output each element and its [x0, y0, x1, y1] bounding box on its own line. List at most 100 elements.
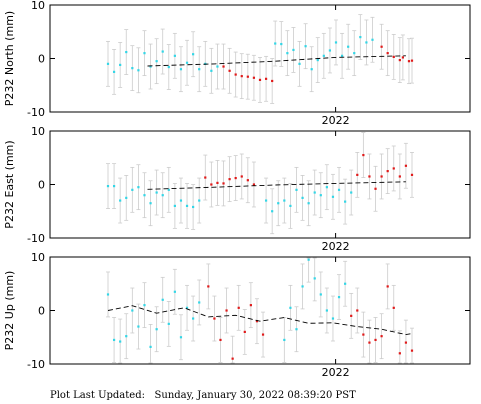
data-point-cyan [106, 185, 110, 188]
data-point-red [219, 338, 222, 342]
data-point-cyan [313, 277, 316, 280]
data-point-red [398, 175, 401, 178]
data-point-cyan [304, 45, 307, 48]
data-point-cyan [295, 328, 298, 331]
trend-line [147, 181, 406, 190]
data-point-red [386, 170, 389, 173]
data-point-red [234, 73, 237, 76]
data-point-red [392, 167, 395, 170]
y-tick-label: 10 [31, 251, 45, 264]
data-point-red [204, 176, 207, 179]
data-point-cyan [344, 200, 347, 203]
data-point-cyan [274, 42, 277, 45]
data-point-red [258, 78, 262, 81]
data-point-red [392, 306, 395, 309]
data-point-cyan [192, 317, 195, 320]
data-point-cyan [198, 68, 201, 71]
data-point-red [380, 45, 383, 48]
data-point-red [368, 175, 371, 178]
data-point-cyan [137, 325, 140, 328]
panel-2: 10 0 -10 2022 P232 East (mm) [3, 125, 471, 253]
data-point-red [401, 56, 404, 59]
data-point-cyan [307, 258, 310, 261]
data-point-red [356, 173, 359, 176]
data-point-red [234, 176, 237, 180]
y-tick-label: -10 [27, 106, 45, 119]
data-point-red [392, 55, 395, 58]
data-point-red [228, 69, 231, 72]
data-point-red [246, 179, 249, 182]
data-point-red [380, 335, 383, 338]
y-tick-label: -10 [27, 358, 45, 371]
y-tick-label: 10 [31, 0, 45, 12]
y-axis-label: P232 North (mm) [3, 11, 16, 106]
data-point-cyan [149, 65, 152, 68]
data-point-cyan [125, 196, 128, 199]
data-point-cyan [289, 306, 292, 309]
data-point-red [249, 304, 252, 307]
data-point-cyan [155, 60, 158, 63]
data-point-cyan [289, 204, 292, 207]
data-point-cyan [316, 59, 319, 62]
data-point-red [386, 52, 389, 55]
data-point-cyan [298, 62, 301, 65]
data-point-cyan [137, 186, 140, 189]
data-point-cyan [179, 68, 183, 71]
data-point-cyan [347, 45, 350, 48]
data-point-cyan [179, 336, 183, 339]
data-point-cyan [359, 36, 362, 39]
data-point-red [362, 153, 365, 157]
trend-line [107, 305, 413, 336]
y-tick-label: 0 [38, 305, 45, 318]
data-point-cyan [365, 41, 368, 44]
data-point-red [222, 182, 225, 185]
data-point-cyan [167, 65, 170, 69]
data-point-red [350, 314, 353, 317]
y-axis-label: P232 Up (mm) [3, 271, 16, 351]
plot-last-updated: Plot Last Updated: Sunday, January 30, 2… [50, 390, 356, 401]
data-point-cyan [167, 322, 170, 325]
data-point-cyan [143, 304, 146, 307]
data-point-cyan [198, 301, 201, 304]
data-point-red [386, 285, 389, 288]
data-point-cyan [143, 194, 146, 197]
data-point-cyan [344, 282, 347, 285]
data-point-cyan [112, 338, 116, 342]
data-point-red [231, 357, 234, 360]
data-point-cyan [119, 340, 122, 343]
data-point-red [240, 75, 243, 78]
data-point-cyan [313, 191, 316, 194]
data-point-cyan [161, 194, 164, 197]
data-point-cyan [264, 199, 268, 202]
data-point-cyan [319, 293, 322, 296]
data-point-red [255, 320, 259, 323]
data-point-cyan [331, 195, 335, 198]
data-point-cyan [173, 204, 176, 207]
data-point-red [398, 59, 401, 62]
data-point-cyan [301, 196, 304, 199]
data-point-red [410, 59, 414, 62]
data-point-red [222, 65, 225, 68]
data-point-cyan [283, 199, 286, 202]
data-point-cyan [337, 296, 341, 299]
data-point-cyan [149, 202, 152, 205]
data-point-cyan [350, 191, 353, 194]
data-point-red [398, 352, 401, 355]
plot-frame [49, 130, 471, 239]
data-point-cyan [307, 202, 310, 205]
data-point-red [374, 187, 377, 190]
data-point-cyan [337, 188, 341, 191]
data-point-cyan [155, 191, 158, 194]
data-point-red [410, 349, 414, 352]
plot-frame [49, 256, 471, 365]
data-point-cyan [125, 335, 128, 338]
data-point-cyan [131, 67, 134, 70]
data-point-cyan [112, 70, 116, 73]
data-point-cyan [161, 298, 164, 301]
data-point-cyan [119, 63, 122, 67]
data-point-red [216, 181, 219, 184]
data-point-red [207, 285, 210, 288]
data-point-red [225, 309, 228, 312]
data-point-red [410, 173, 414, 176]
